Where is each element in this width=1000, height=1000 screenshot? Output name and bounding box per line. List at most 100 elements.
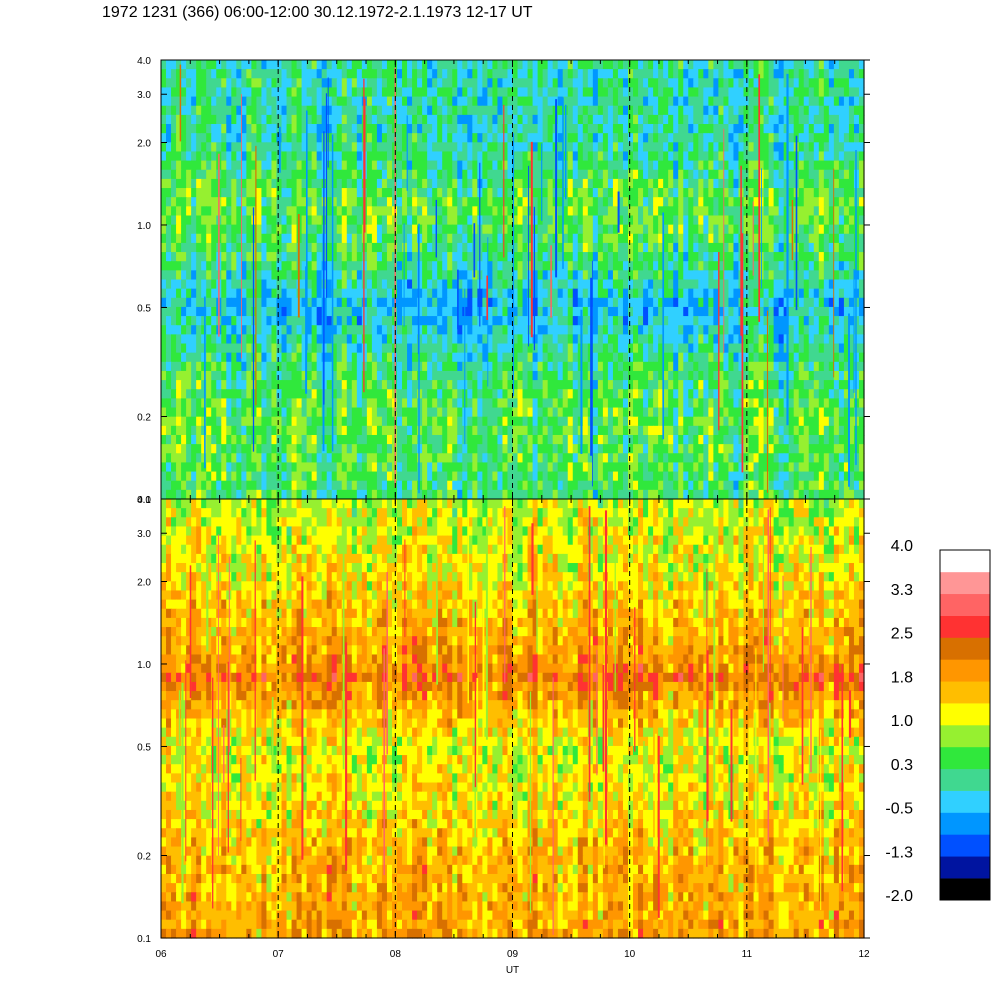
heatmap-cell <box>653 270 659 281</box>
heatmap-cell <box>291 142 298 153</box>
heatmap-cell <box>748 279 755 290</box>
heatmap-cell <box>527 69 534 79</box>
heatmap-cell <box>176 224 182 235</box>
heatmap-cell <box>597 60 604 70</box>
heatmap-cell <box>351 114 358 125</box>
heatmap-cell <box>698 316 704 326</box>
heatmap-cell <box>557 60 564 70</box>
heatmap-cell <box>507 380 514 390</box>
heatmap-cell <box>542 78 549 89</box>
heatmap-cell <box>773 78 780 89</box>
heatmap-cell <box>512 306 519 317</box>
heatmap-cell <box>643 78 649 89</box>
heatmap-cell <box>241 60 247 70</box>
heatmap-cell <box>487 270 494 281</box>
heatmap-cell <box>507 206 514 217</box>
heatmap-cell <box>286 87 293 98</box>
heatmap-cell <box>427 169 433 180</box>
heatmap-cell <box>457 361 463 372</box>
heatmap-cell <box>402 178 408 189</box>
heatmap-cell <box>617 188 624 198</box>
heatmap-cell <box>206 178 212 189</box>
heatmap-cell <box>713 297 719 308</box>
heatmap-cell <box>186 188 192 198</box>
heatmap-cell <box>492 188 499 198</box>
heatmap-cell <box>808 197 815 207</box>
heatmap-cell <box>447 370 453 381</box>
heatmap-cell <box>221 270 227 281</box>
heatmap-cell <box>617 105 624 116</box>
heatmap-cell <box>803 288 810 299</box>
heatmap-cell <box>201 151 207 162</box>
heatmap-cell <box>286 233 293 244</box>
heatmap-cell <box>482 270 488 281</box>
heatmap-cell <box>381 252 388 262</box>
heatmap-cell <box>537 270 544 281</box>
heatmap-cell <box>231 133 237 143</box>
heatmap-cell <box>241 306 247 317</box>
heatmap-cell <box>161 169 167 180</box>
heatmap-cell <box>497 370 504 381</box>
heatmap-cell <box>658 142 664 153</box>
heatmap-cell <box>211 142 217 153</box>
heatmap-cell <box>848 252 855 262</box>
heatmap-cell <box>733 252 740 262</box>
heatmap-cell <box>673 69 679 79</box>
heatmap-cell <box>582 87 589 98</box>
heatmap-cell <box>698 352 704 363</box>
heatmap-cell <box>176 242 182 253</box>
heatmap-cell <box>542 242 549 253</box>
heatmap-cell <box>311 233 318 244</box>
heatmap-cell <box>221 261 227 271</box>
heatmap-cell <box>331 178 338 189</box>
heatmap-cell <box>788 105 795 116</box>
heatmap-cell <box>402 124 408 134</box>
heatmap-cell <box>512 87 519 98</box>
heatmap-cell <box>186 343 192 354</box>
heatmap-cell <box>281 380 288 390</box>
heatmap-cell <box>713 343 719 354</box>
heatmap-cell <box>858 370 865 381</box>
heatmap-cell <box>191 197 197 207</box>
heatmap-cell <box>848 197 855 207</box>
heatmap-cell <box>412 242 418 253</box>
heatmap-cell <box>698 325 704 335</box>
heatmap-cell <box>221 252 227 262</box>
heatmap-cell <box>768 78 775 89</box>
heatmap-cell <box>557 242 564 253</box>
heatmap-cell <box>341 233 348 244</box>
heatmap-cell <box>291 133 298 143</box>
heatmap-cell <box>487 380 494 390</box>
heatmap-cell <box>743 370 750 381</box>
heatmap-cell <box>703 133 709 143</box>
heatmap-cell <box>597 224 604 235</box>
heatmap-cell <box>833 151 840 162</box>
heatmap-cell <box>291 380 298 390</box>
heatmap-cell <box>221 370 227 381</box>
heatmap-cell <box>718 224 724 235</box>
heatmap-cell <box>577 188 584 198</box>
heatmap-cell <box>221 215 227 226</box>
heatmap-cell <box>341 252 348 262</box>
heatmap-cell <box>572 151 579 162</box>
heatmap-cell <box>341 215 348 226</box>
heatmap-cell <box>251 178 258 189</box>
heatmap-cell <box>397 197 403 207</box>
heatmap-cell <box>848 96 855 107</box>
heatmap-cell <box>718 352 724 363</box>
heatmap-cell <box>557 206 564 217</box>
heatmap-cell <box>833 60 840 70</box>
heatmap-cell <box>417 151 423 162</box>
heatmap-cell <box>412 133 418 143</box>
heatmap-cell <box>693 60 699 70</box>
heatmap-cell <box>226 197 232 207</box>
heatmap-cell <box>542 343 549 354</box>
heatmap-cell <box>658 151 664 162</box>
heatmap-cell <box>266 96 273 107</box>
heatmap-cell <box>291 69 298 79</box>
heatmap-cell <box>226 306 232 317</box>
heatmap-cell <box>457 124 463 134</box>
heatmap-cell <box>803 334 810 345</box>
heatmap-cell <box>482 197 488 207</box>
heatmap-cell <box>648 206 654 217</box>
